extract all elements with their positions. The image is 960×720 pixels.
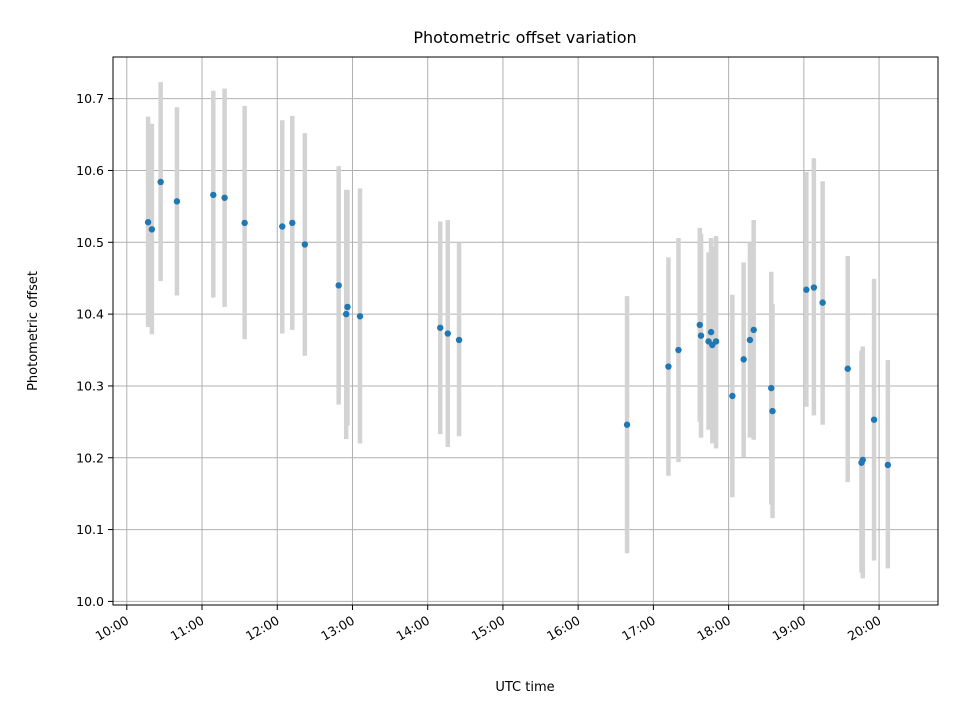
data-point xyxy=(289,219,296,227)
data-point xyxy=(356,313,364,320)
data-point xyxy=(279,223,286,230)
data-point xyxy=(344,303,351,311)
data-point xyxy=(697,332,705,339)
x-axis-label: UTC time xyxy=(495,680,554,695)
data-point xyxy=(455,336,463,344)
data-point xyxy=(810,284,818,291)
y-tick-label: 10.5 xyxy=(76,235,104,250)
data-point xyxy=(746,336,754,344)
data-point xyxy=(241,219,248,227)
data-point xyxy=(665,363,672,370)
data-point xyxy=(157,178,164,186)
y-tick-label: 10.4 xyxy=(76,307,104,322)
data-point xyxy=(870,416,878,423)
data-point xyxy=(144,218,152,226)
y-tick-label: 10.0 xyxy=(76,594,104,609)
y-axis-label: Photometric offset xyxy=(26,271,41,391)
data-point xyxy=(335,282,342,289)
data-point xyxy=(712,338,720,345)
y-tick-label: 10.3 xyxy=(76,378,104,393)
data-point xyxy=(768,384,775,392)
data-point xyxy=(148,226,156,233)
data-point xyxy=(729,392,736,400)
data-point xyxy=(675,346,682,354)
chart-title: Photometric offset variation xyxy=(413,28,636,47)
data-point xyxy=(819,299,826,306)
data-point xyxy=(173,198,181,205)
data-point xyxy=(740,356,747,363)
plot-frame xyxy=(112,56,939,606)
y-tick-label: 10.1 xyxy=(76,522,104,537)
data-point xyxy=(696,321,703,329)
data-point xyxy=(859,456,866,464)
data-point xyxy=(210,191,217,199)
data-point xyxy=(437,324,444,331)
data-point xyxy=(301,241,309,248)
y-tick-label: 10.7 xyxy=(76,91,104,106)
data-point xyxy=(803,286,810,293)
data-point xyxy=(444,330,451,337)
data-point xyxy=(343,310,350,318)
y-tick-label: 10.6 xyxy=(76,163,104,178)
y-tick-label: 10.2 xyxy=(76,450,104,465)
data-point xyxy=(221,194,228,201)
data-point xyxy=(750,326,757,334)
grid xyxy=(113,57,938,605)
data-point xyxy=(844,365,851,372)
data-point xyxy=(623,421,631,428)
data-point xyxy=(884,461,892,469)
data-point xyxy=(769,407,776,415)
data-points xyxy=(144,178,892,469)
data-point xyxy=(707,328,715,336)
y-axis: 10.0 10.1 10.2 10.3 10.4 10.5 10.6 10.7 xyxy=(76,91,113,609)
